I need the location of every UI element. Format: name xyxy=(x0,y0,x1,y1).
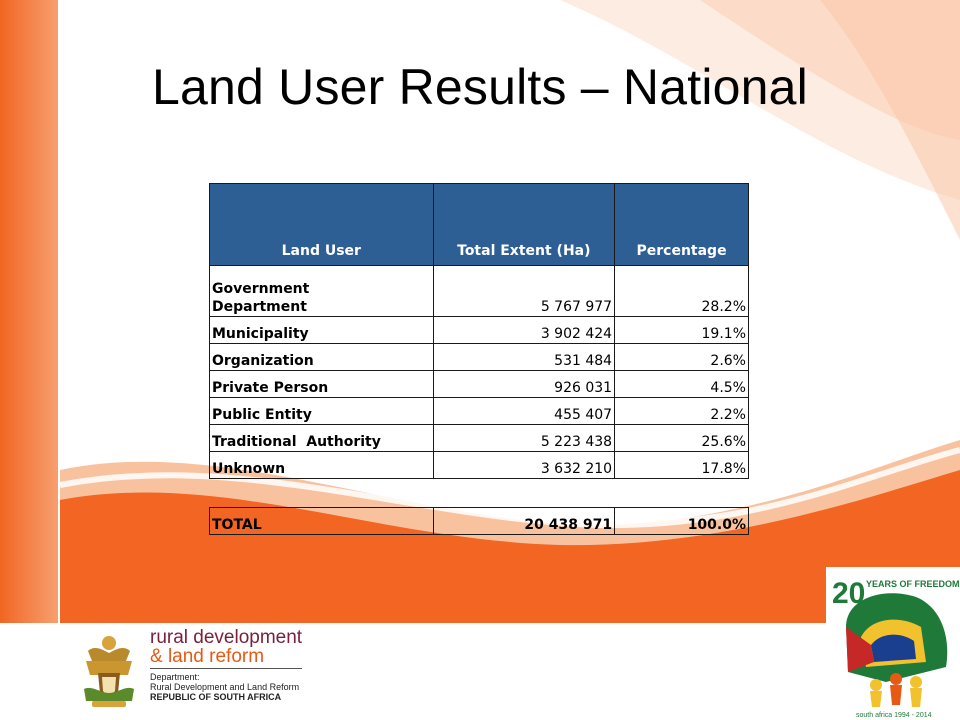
row-percentage: 2.2% xyxy=(614,397,749,425)
header-total-extent: Total Extent (Ha) xyxy=(432,183,616,266)
row-extent: 531 484 xyxy=(432,343,616,371)
dept-line-2: & land reform xyxy=(150,646,265,667)
footer xyxy=(0,623,960,720)
row-label: Organization xyxy=(209,343,434,371)
row-label: Municipality xyxy=(209,316,434,344)
table-row: Municipality 3 902 424 19.1% xyxy=(209,316,749,344)
row-percentage: 25.6% xyxy=(614,424,749,452)
total-percentage: 100.0% xyxy=(614,507,749,535)
twenty-years-of-freedom-logo: 20 YEARS OF FREEDOM south africa 1994 - … xyxy=(826,567,960,720)
total-extent: 20 438 971 xyxy=(432,507,616,535)
table-header-row: Land User Total Extent (Ha) Percentage xyxy=(209,183,749,266)
row-extent: 926 031 xyxy=(432,370,616,398)
row-extent: 3 632 210 xyxy=(432,451,616,479)
table-row: Public Entity 455 407 2.2% xyxy=(209,397,749,425)
header-percentage: Percentage xyxy=(614,183,749,266)
row-label: Public Entity xyxy=(209,397,434,425)
table-row: Unknown 3 632 210 17.8% xyxy=(209,451,749,479)
row-label: Private Person xyxy=(209,370,434,398)
row-label: Traditional Authority xyxy=(209,424,434,452)
table-row: Traditional Authority 5 223 438 25.6% xyxy=(209,424,749,452)
divider xyxy=(150,668,302,669)
dept-small-1: Department: xyxy=(150,672,200,682)
row-extent: 455 407 xyxy=(432,397,616,425)
total-label: TOTAL xyxy=(209,507,434,535)
dept-small-3: REPUBLIC OF SOUTH AFRICA xyxy=(150,692,282,702)
row-extent: 5 767 977 xyxy=(432,265,616,317)
table-row: Organization 531 484 2.6% xyxy=(209,343,749,371)
badge-sub: south africa 1994 - 2014 xyxy=(856,712,932,719)
spacer-cell xyxy=(433,479,614,508)
badge-text: YEARS OF FREEDOM xyxy=(866,579,960,589)
table-row: Private Person 926 031 4.5% xyxy=(209,370,749,398)
table-spacer-row xyxy=(210,479,749,508)
row-label: Government Department xyxy=(209,265,434,317)
row-percentage: 19.1% xyxy=(614,316,749,344)
coat-of-arms-logo xyxy=(84,636,134,707)
row-percentage: 17.8% xyxy=(614,451,749,479)
spacer-cell xyxy=(210,479,434,508)
row-extent: 5 223 438 xyxy=(432,424,616,452)
badge-number: 20 xyxy=(832,577,865,610)
dept-line-1: rural development xyxy=(150,627,303,648)
spacer-cell xyxy=(615,479,749,508)
department-subtitle: Department: Rural Development and Land R… xyxy=(150,672,299,702)
row-label: Unknown xyxy=(209,451,434,479)
header-land-user: Land User xyxy=(209,183,434,266)
land-user-table: Land User Total Extent (Ha) Percentage G… xyxy=(209,183,749,535)
department-name: rural development & land reform xyxy=(150,628,302,666)
row-percentage: 28.2% xyxy=(614,265,749,317)
slide-title: Land User Results – National xyxy=(152,59,808,115)
row-percentage: 2.6% xyxy=(614,343,749,371)
row-percentage: 4.5% xyxy=(614,370,749,398)
dept-small-2: Rural Development and Land Reform xyxy=(150,682,300,692)
row-extent: 3 902 424 xyxy=(432,316,616,344)
table-row: Government Department 5 767 977 28.2% xyxy=(209,265,749,317)
table-total-row: TOTAL 20 438 971 100.0% xyxy=(209,507,749,535)
